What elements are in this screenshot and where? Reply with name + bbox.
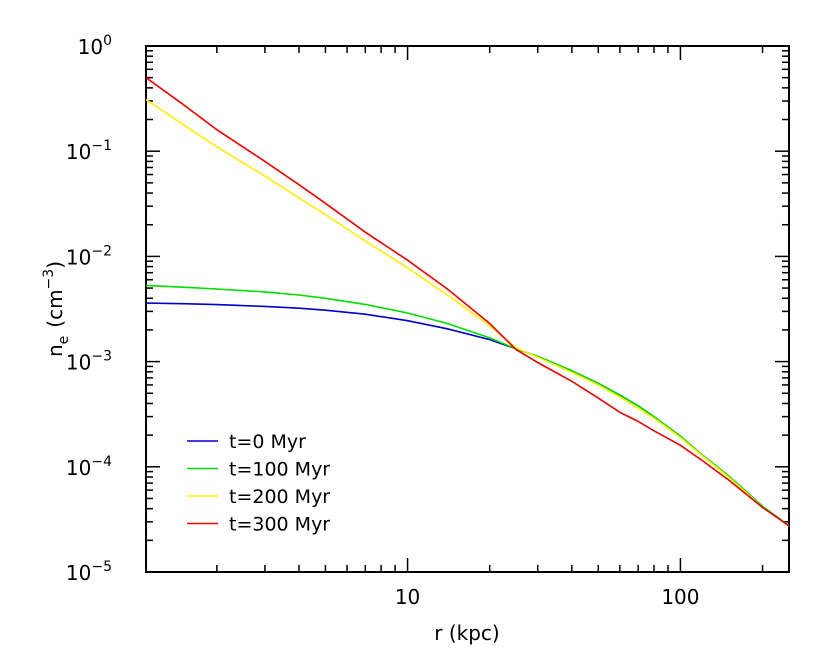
- y-tick-labels: 100 10−1 10−2 10−3 10−4 10−5: [66, 33, 112, 585]
- y-axis-label-subscript: e: [56, 336, 72, 345]
- y-axis-label: ne (cm−3): [41, 261, 72, 357]
- y-tick-label: 10−5: [66, 559, 112, 585]
- y-axis-label-close: ): [43, 261, 67, 269]
- y-tick-label: 10−4: [66, 454, 112, 480]
- svg-text:ne(cm−3): ne (cm−3): [41, 261, 72, 357]
- x-tick-label: 10: [395, 585, 420, 609]
- legend-label: t=0 Myr: [229, 431, 306, 453]
- x-tick-label: 100: [661, 585, 699, 609]
- series-line-2: [146, 98, 789, 527]
- legend: t=0 Myr t=100 Myr t=200 Myr t=300 Myr: [187, 431, 330, 536]
- plot-frame: [145, 45, 790, 573]
- y-axis-label-symbol: n: [43, 344, 67, 357]
- legend-label: t=200 Myr: [229, 486, 330, 508]
- x-tick-labels: 10 100: [395, 585, 700, 609]
- y-tick-label: 100: [78, 33, 112, 59]
- series-lines: [146, 77, 789, 527]
- y-axis-label-exponent: −3: [41, 269, 57, 290]
- y-tick-label: 10−3: [66, 349, 112, 375]
- y-tick-label: 10−1: [66, 138, 112, 164]
- legend-label: t=100 Myr: [229, 459, 330, 481]
- series-line-3: [146, 77, 789, 527]
- y-tick-label: 10−2: [66, 243, 112, 269]
- x-axis-label: r (kpc): [434, 621, 499, 645]
- y-axis-label-unit: (cm: [43, 289, 67, 327]
- legend-label: t=300 Myr: [229, 514, 330, 536]
